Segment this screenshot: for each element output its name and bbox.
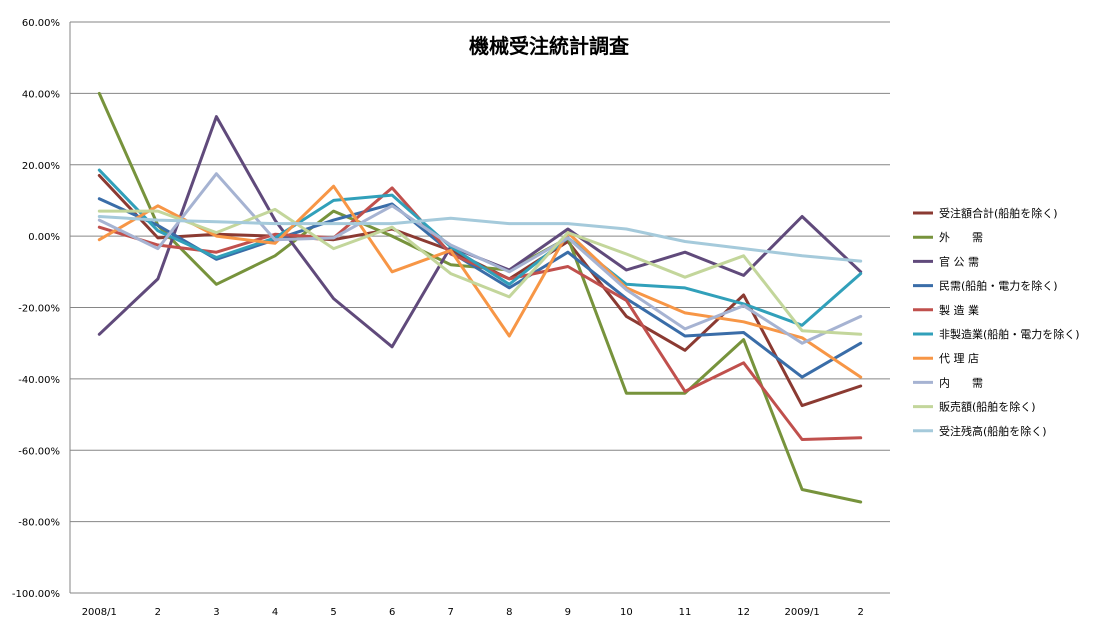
series-line [97,215,863,263]
y-tick-label: 40.00% [22,89,60,100]
legend: 受注額合計(船舶を除く) 外 需官 公 需民需(船舶・電力を除く) 製 造 業非製造… [913,206,1080,438]
x-tick-label: 10 [620,607,633,618]
x-tick-label: 2009/1 [785,607,820,618]
series-line [97,197,863,379]
legend-label: 代 理 店 [939,351,979,365]
legend-label: 受注額合計(船舶を除く) [939,206,1058,220]
legend-label: 受注残高(船舶を除く) [939,424,1047,438]
x-tick-label: 5 [330,607,336,618]
legend-label: 官 公 需 [939,254,979,268]
x-tick-label: 8 [506,607,512,618]
series-line [97,186,863,441]
y-tick-label: -40.00% [18,375,60,386]
x-tick-label: 2 [155,607,161,618]
x-tick-label: 3 [213,607,219,618]
y-tick-label: 60.00% [22,18,60,29]
x-tick-label: 2008/1 [82,607,117,618]
series-line [97,207,863,336]
y-tick-label: -80.00% [18,518,60,529]
legend-label: 製 造 業 [939,303,979,317]
series-line [97,184,863,379]
x-tick-label: 2 [858,607,864,618]
x-tick-label: 11 [679,607,692,618]
series-line [97,168,863,327]
legend-label: 内 需 [939,375,983,389]
y-tick-label: 20.00% [22,161,60,172]
x-tick-label: 9 [565,607,571,618]
y-tick-label: -60.00% [18,446,60,457]
x-tick-label: 6 [389,607,395,618]
series-line [97,172,863,345]
x-tick-label: 12 [737,607,750,618]
x-tick-label: 7 [448,607,454,618]
x-tick-label: 4 [272,607,278,618]
chart-title: 機械受注統計調査 [469,34,629,58]
legend-label: 非製造業(船舶・電力を除く) [939,327,1080,341]
y-tick-label: 0.00% [28,232,60,243]
y-tick-label: -100.00% [12,589,60,600]
axis-layer: 60.00% 40.00% 20.00% 0.00% -20.00% -40.00% -60… [12,18,864,618]
legend-label: 外 需 [939,231,983,244]
grid-layer [70,21,890,594]
legend-label: 販売額(船舶を除く) [939,400,1036,414]
y-tick-label: -20.00% [18,304,60,315]
series-layer [97,91,863,504]
legend-label: 民需(船舶・電力を除く) [939,279,1058,293]
